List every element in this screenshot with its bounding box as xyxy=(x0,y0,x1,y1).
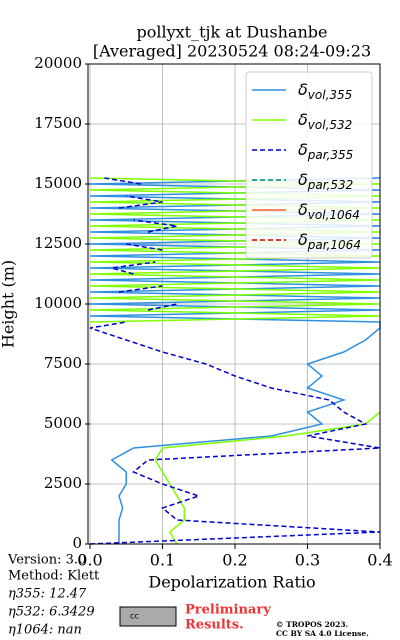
preliminary-text: Preliminary xyxy=(185,603,271,618)
legend-label: δpar,1064 xyxy=(298,230,361,252)
legend-label: δpar,532 xyxy=(298,170,353,192)
y-tick-label: 5000 xyxy=(44,414,82,432)
legend-label: δvol,532 xyxy=(298,110,352,132)
legend-label: δpar,355 xyxy=(298,140,353,162)
legend-box xyxy=(245,71,373,259)
info-text: η1064: nan xyxy=(8,623,82,638)
y-tick-label: 0 xyxy=(72,534,82,552)
copyright-text: © TROPOS 2023. xyxy=(276,620,348,629)
license-logo-text: cc xyxy=(130,612,139,621)
x-tick-label: 0.0 xyxy=(77,551,102,570)
x-axis-label: Depolarization Ratio xyxy=(148,573,315,592)
y-tick-label: 17500 xyxy=(34,114,82,132)
x-tick-label: 0.2 xyxy=(222,551,247,570)
chart-subtitle: [Averaged] 20230524 08:24-09:23 xyxy=(93,42,371,61)
info-text: η532: 6.3429 xyxy=(8,605,95,620)
y-tick-label: 2500 xyxy=(44,474,82,492)
legend-label: δvol,355 xyxy=(298,80,352,102)
license-logo xyxy=(119,606,177,627)
y-tick-label: 12500 xyxy=(34,234,82,252)
y-tick-label: 20000 xyxy=(34,54,82,72)
y-axis-label: Height (m) xyxy=(0,260,18,348)
x-tick-label: 0.3 xyxy=(295,551,320,570)
y-tick-label: 15000 xyxy=(34,174,82,192)
profile-line xyxy=(89,177,381,545)
copyright-text: CC BY SA 4.0 License. xyxy=(276,629,369,638)
y-tick-label: 10000 xyxy=(34,294,82,312)
x-tick-label: 0.1 xyxy=(150,551,175,570)
y-tick-label: 7500 xyxy=(44,354,82,372)
chart-title: pollyxt_tjk at Dushanbe xyxy=(136,23,327,42)
info-text: Method: Klett xyxy=(8,569,100,584)
plot-frame xyxy=(87,63,381,545)
x-tick-label: 0.4 xyxy=(367,551,392,570)
profile-line xyxy=(89,177,381,545)
legend-label: δvol,1064 xyxy=(298,200,360,222)
preliminary-text: Results. xyxy=(185,618,244,633)
info-text: η355: 12.47 xyxy=(8,587,87,602)
info-text: Version: 3.0 xyxy=(7,553,86,568)
